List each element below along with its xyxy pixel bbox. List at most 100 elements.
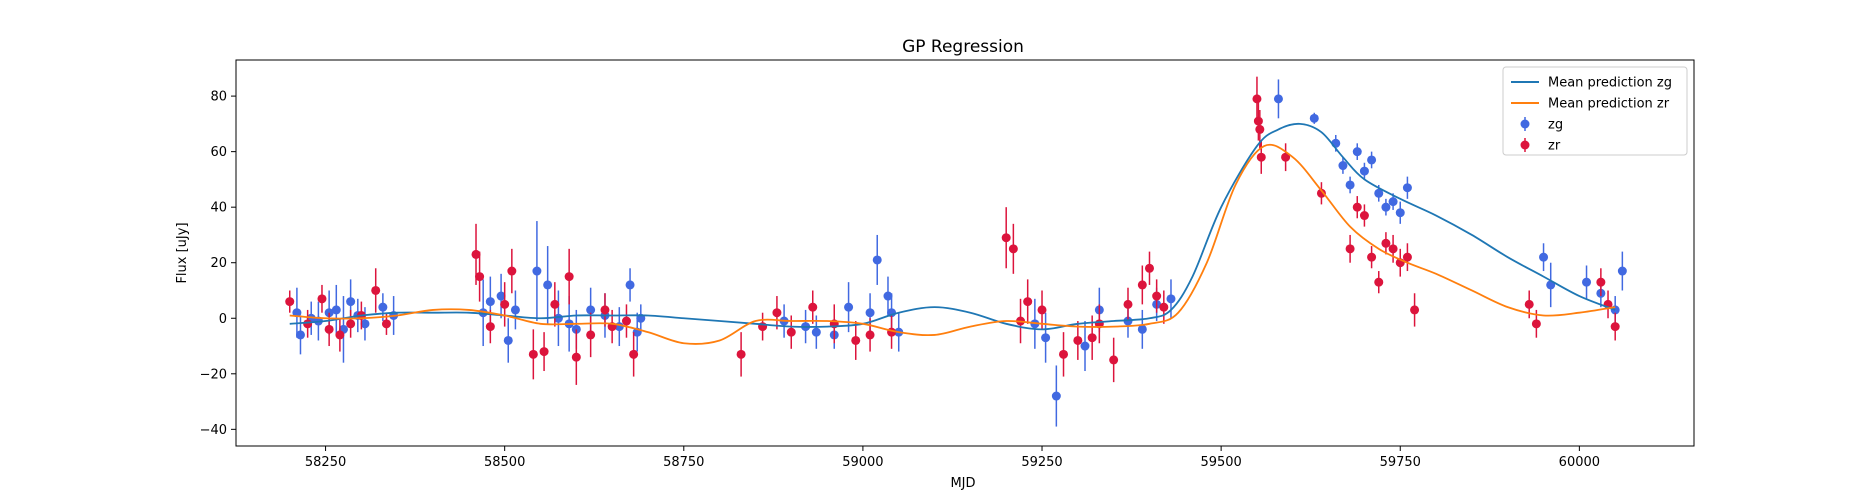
data-point-zr bbox=[500, 299, 510, 309]
data-point-zg bbox=[496, 291, 506, 301]
x-tick-label: 60000 bbox=[1559, 455, 1600, 470]
data-point-zr bbox=[1345, 244, 1355, 254]
data-point-zg bbox=[532, 266, 542, 276]
data-point-zg bbox=[1374, 188, 1384, 198]
data-point-zg bbox=[1041, 333, 1051, 343]
data-point-zr bbox=[471, 249, 481, 259]
data-point-zr bbox=[1059, 349, 1069, 359]
data-point-zr bbox=[1008, 244, 1018, 254]
data-point-zg bbox=[292, 308, 302, 318]
y-tick-label: 20 bbox=[210, 256, 227, 271]
data-point-zr bbox=[571, 352, 581, 362]
y-tick-label: −40 bbox=[200, 423, 227, 438]
legend-label: zr bbox=[1548, 139, 1561, 154]
data-point-zr bbox=[1001, 233, 1011, 243]
data-point-zr bbox=[1374, 277, 1384, 287]
data-point-zr bbox=[1253, 116, 1263, 126]
data-point-zg bbox=[510, 305, 520, 315]
data-point-zr bbox=[1316, 188, 1326, 198]
line-mean-prediction-zr bbox=[289, 143, 1616, 345]
data-point-zr bbox=[1037, 305, 1047, 315]
data-point-zr bbox=[381, 319, 391, 329]
x-tick-label: 58500 bbox=[484, 455, 525, 470]
data-point-zr bbox=[1144, 263, 1154, 273]
x-axis: 58250 58500 58750 59000 59250 59500 59750 60000 bbox=[305, 446, 1600, 470]
data-point-zr bbox=[324, 324, 334, 334]
legend-swatch-marker bbox=[1520, 140, 1530, 150]
data-point-zg bbox=[1582, 277, 1592, 287]
data-point-zg bbox=[865, 308, 875, 318]
data-point-zg bbox=[1273, 94, 1283, 104]
data-point-zg bbox=[1381, 202, 1391, 212]
data-point-zr bbox=[865, 330, 875, 340]
data-point-zg bbox=[625, 280, 635, 290]
data-point-zr bbox=[1281, 152, 1291, 162]
data-point-zg bbox=[1402, 183, 1412, 193]
data-point-zg bbox=[811, 327, 821, 337]
legend-label: zg bbox=[1548, 118, 1563, 133]
data-point-zr bbox=[1610, 322, 1620, 332]
y-axis: −40 −20 0 20 40 60 80 bbox=[200, 90, 236, 438]
data-point-zr bbox=[1359, 211, 1369, 221]
data-point-zg bbox=[1166, 294, 1176, 304]
data-point-zg bbox=[485, 297, 495, 307]
data-point-zr bbox=[1410, 305, 1420, 315]
data-point-zr bbox=[1255, 124, 1265, 134]
data-point-zg bbox=[503, 335, 513, 345]
data-point-zr bbox=[346, 319, 356, 329]
data-point-zg bbox=[295, 330, 305, 340]
series-zr bbox=[285, 76, 1620, 385]
data-point-zg bbox=[1388, 197, 1398, 207]
chart-title: GP Regression bbox=[902, 37, 1024, 57]
data-point-zg bbox=[331, 305, 341, 315]
data-point-zr bbox=[539, 347, 549, 357]
data-point-zg bbox=[1051, 391, 1061, 401]
legend: Mean prediction zg Mean prediction zr zg zr bbox=[1502, 66, 1688, 156]
data-point-zg bbox=[1617, 266, 1627, 276]
data-point-zg bbox=[586, 305, 596, 315]
data-point-zg bbox=[378, 302, 388, 312]
x-tick-label: 59250 bbox=[1021, 455, 1062, 470]
data-point-zr bbox=[507, 266, 517, 276]
data-point-zr bbox=[1159, 302, 1169, 312]
data-point-zg bbox=[543, 280, 553, 290]
plot-area bbox=[285, 76, 1627, 427]
data-point-zr bbox=[1388, 244, 1398, 254]
data-point-zr bbox=[485, 322, 495, 332]
data-point-zr bbox=[1123, 299, 1133, 309]
data-point-zr bbox=[629, 349, 639, 359]
data-point-zr bbox=[786, 327, 796, 337]
data-point-zr bbox=[851, 335, 861, 345]
data-point-zr bbox=[1152, 291, 1162, 301]
data-point-zr bbox=[600, 305, 610, 315]
y-tick-label: 60 bbox=[210, 145, 227, 160]
data-point-zg bbox=[1539, 252, 1549, 262]
data-point-zr bbox=[736, 349, 746, 359]
data-point-zg bbox=[844, 302, 854, 312]
data-point-zr bbox=[303, 319, 313, 329]
legend-label: Mean prediction zr bbox=[1548, 97, 1670, 112]
data-point-zg bbox=[1309, 113, 1319, 123]
data-point-zr bbox=[808, 302, 818, 312]
y-tick-label: 0 bbox=[219, 312, 227, 327]
data-point-zr bbox=[621, 316, 631, 326]
data-point-zg bbox=[1352, 147, 1362, 157]
legend-label: Mean prediction zg bbox=[1548, 76, 1672, 91]
data-point-zr bbox=[317, 294, 327, 304]
data-point-zr bbox=[1524, 299, 1534, 309]
data-point-zg bbox=[883, 291, 893, 301]
x-tick-label: 59000 bbox=[842, 455, 883, 470]
data-point-zr bbox=[772, 308, 782, 318]
data-point-zr bbox=[564, 272, 574, 282]
data-point-zr bbox=[1023, 297, 1033, 307]
x-tick-label: 58250 bbox=[305, 455, 346, 470]
data-point-zr bbox=[528, 349, 538, 359]
data-point-zr bbox=[586, 330, 596, 340]
data-point-zg bbox=[346, 297, 356, 307]
data-point-zr bbox=[550, 299, 560, 309]
data-point-zr bbox=[1531, 319, 1541, 329]
data-point-zr bbox=[1367, 252, 1377, 262]
y-tick-label: 80 bbox=[210, 90, 227, 105]
x-tick-label: 58750 bbox=[663, 455, 704, 470]
data-point-zr bbox=[1137, 280, 1147, 290]
